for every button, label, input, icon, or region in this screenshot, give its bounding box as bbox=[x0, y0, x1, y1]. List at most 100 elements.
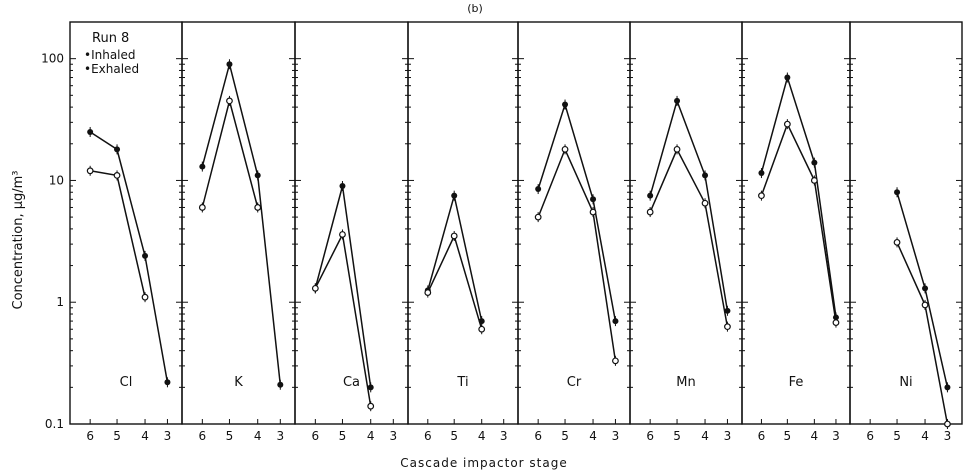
data-point-inhaled bbox=[254, 172, 261, 179]
element-label: Cr bbox=[567, 375, 582, 390]
x-tick-label: 6 bbox=[534, 429, 542, 443]
x-tick-label: 4 bbox=[254, 429, 262, 443]
data-point-inhaled bbox=[535, 186, 542, 193]
data-point-exhaled bbox=[226, 97, 233, 105]
data-point-exhaled bbox=[783, 120, 791, 128]
data-point-inhaled bbox=[612, 318, 619, 325]
panel-frame bbox=[629, 21, 743, 425]
x-tick-label: 4 bbox=[701, 429, 709, 443]
panel-frame bbox=[69, 21, 183, 425]
series-line-exhaled bbox=[760, 122, 837, 323]
panel-frame bbox=[517, 21, 631, 425]
series-line-exhaled bbox=[537, 147, 617, 362]
x-tick-label: 5 bbox=[113, 429, 121, 443]
data-point-inhaled bbox=[199, 163, 206, 170]
data-point-inhaled bbox=[277, 381, 284, 388]
data-point-inhaled bbox=[724, 307, 731, 314]
y-axis-ticks: 0.1 1 10 100 bbox=[41, 52, 64, 431]
data-point-exhaled bbox=[589, 208, 597, 216]
x-tick-label: 3 bbox=[612, 429, 620, 443]
data-point-exhaled bbox=[893, 238, 901, 246]
data-point-exhaled bbox=[724, 323, 731, 331]
data-point-exhaled bbox=[810, 177, 818, 184]
data-point-inhaled bbox=[811, 159, 818, 166]
series-line-exhaled bbox=[896, 242, 949, 425]
x-tick-label: 4 bbox=[811, 429, 819, 443]
x-tick-label: 6 bbox=[312, 429, 320, 443]
data-point-inhaled bbox=[114, 146, 121, 153]
legend: Run 8 •Inhaled •Exhaled bbox=[84, 31, 139, 76]
data-point-inhaled bbox=[87, 128, 94, 135]
x-tick-label: 5 bbox=[450, 429, 458, 443]
data-point-exhaled bbox=[367, 402, 375, 410]
x-tick-label: 4 bbox=[367, 429, 375, 443]
x-tick-label: 4 bbox=[589, 429, 597, 443]
data-point-inhaled bbox=[784, 74, 791, 81]
data-point-inhaled bbox=[590, 196, 597, 203]
panel-letter: (b) bbox=[467, 2, 483, 15]
element-label: Mn bbox=[676, 375, 695, 390]
data-point-inhaled bbox=[944, 384, 951, 391]
data-point-exhaled bbox=[921, 301, 929, 309]
x-tick-label: 6 bbox=[424, 429, 432, 443]
panel-frame bbox=[849, 21, 963, 425]
data-point-inhaled bbox=[758, 170, 765, 177]
x-tick-label: 5 bbox=[784, 429, 792, 443]
data-point-inhaled bbox=[339, 183, 346, 190]
data-point-inhaled bbox=[647, 192, 654, 199]
x-tick-label: 5 bbox=[893, 429, 901, 443]
series-line-inhaled bbox=[649, 98, 729, 311]
panel-mn: 6 5 4 3 Mn bbox=[629, 21, 743, 443]
panel-cl: 6 5 4 3 Cl bbox=[69, 21, 183, 443]
panel-frame bbox=[741, 21, 851, 425]
series-line-inhaled bbox=[896, 191, 949, 388]
data-point-inhaled bbox=[702, 172, 709, 179]
element-label: K bbox=[234, 375, 243, 390]
x-tick-label: 6 bbox=[866, 429, 874, 443]
data-point-exhaled bbox=[450, 232, 458, 240]
x-tick-label: 3 bbox=[724, 429, 732, 443]
series-line-inhaled bbox=[89, 131, 169, 383]
panel-k: 6 5 4 3 K bbox=[181, 21, 296, 443]
data-point-exhaled bbox=[832, 319, 840, 327]
data-point-inhaled bbox=[922, 285, 929, 292]
panel-frame bbox=[294, 21, 409, 425]
series-line-inhaled bbox=[537, 101, 617, 322]
x-tick-label: 3 bbox=[164, 429, 172, 443]
panel-ti: 6 5 4 3 Ti bbox=[407, 21, 519, 443]
x-tick-label: 3 bbox=[500, 429, 508, 443]
data-point-inhaled bbox=[164, 379, 171, 386]
element-label: Ti bbox=[456, 375, 468, 390]
data-point-inhaled bbox=[451, 192, 458, 199]
y-tick-label: 100 bbox=[41, 52, 64, 66]
panel-ca: 6 5 4 3 Ca bbox=[294, 21, 409, 443]
data-point-inhaled bbox=[367, 384, 374, 391]
x-tick-label: 6 bbox=[86, 429, 94, 443]
x-axis-label: Cascade impactor stage bbox=[400, 456, 567, 470]
legend-run-label: Run 8 bbox=[92, 31, 129, 46]
data-point-inhaled bbox=[894, 189, 901, 196]
data-point-inhaled bbox=[674, 97, 681, 104]
x-tick-label: 3 bbox=[389, 429, 397, 443]
data-point-exhaled bbox=[311, 284, 319, 292]
data-point-exhaled bbox=[339, 231, 346, 238]
panel-frame bbox=[407, 21, 519, 425]
x-tick-label: 6 bbox=[758, 429, 766, 443]
data-point-inhaled bbox=[142, 252, 149, 259]
data-point-exhaled bbox=[534, 213, 542, 221]
y-tick-label: 10 bbox=[49, 173, 64, 187]
element-label: Cl bbox=[120, 375, 133, 390]
x-tick-label: 3 bbox=[276, 429, 284, 443]
data-point-exhaled bbox=[254, 204, 262, 211]
element-label: Fe bbox=[789, 375, 804, 390]
element-label: Ca bbox=[343, 375, 360, 390]
data-point-exhaled bbox=[478, 325, 486, 333]
y-tick-label: 0.1 bbox=[45, 417, 64, 431]
series-line-inhaled bbox=[760, 74, 837, 318]
data-point-exhaled bbox=[141, 293, 149, 301]
panel-fe: 6 5 4 3 Fe bbox=[741, 21, 851, 443]
data-point-exhaled bbox=[86, 167, 94, 175]
x-tick-label: 4 bbox=[141, 429, 149, 443]
